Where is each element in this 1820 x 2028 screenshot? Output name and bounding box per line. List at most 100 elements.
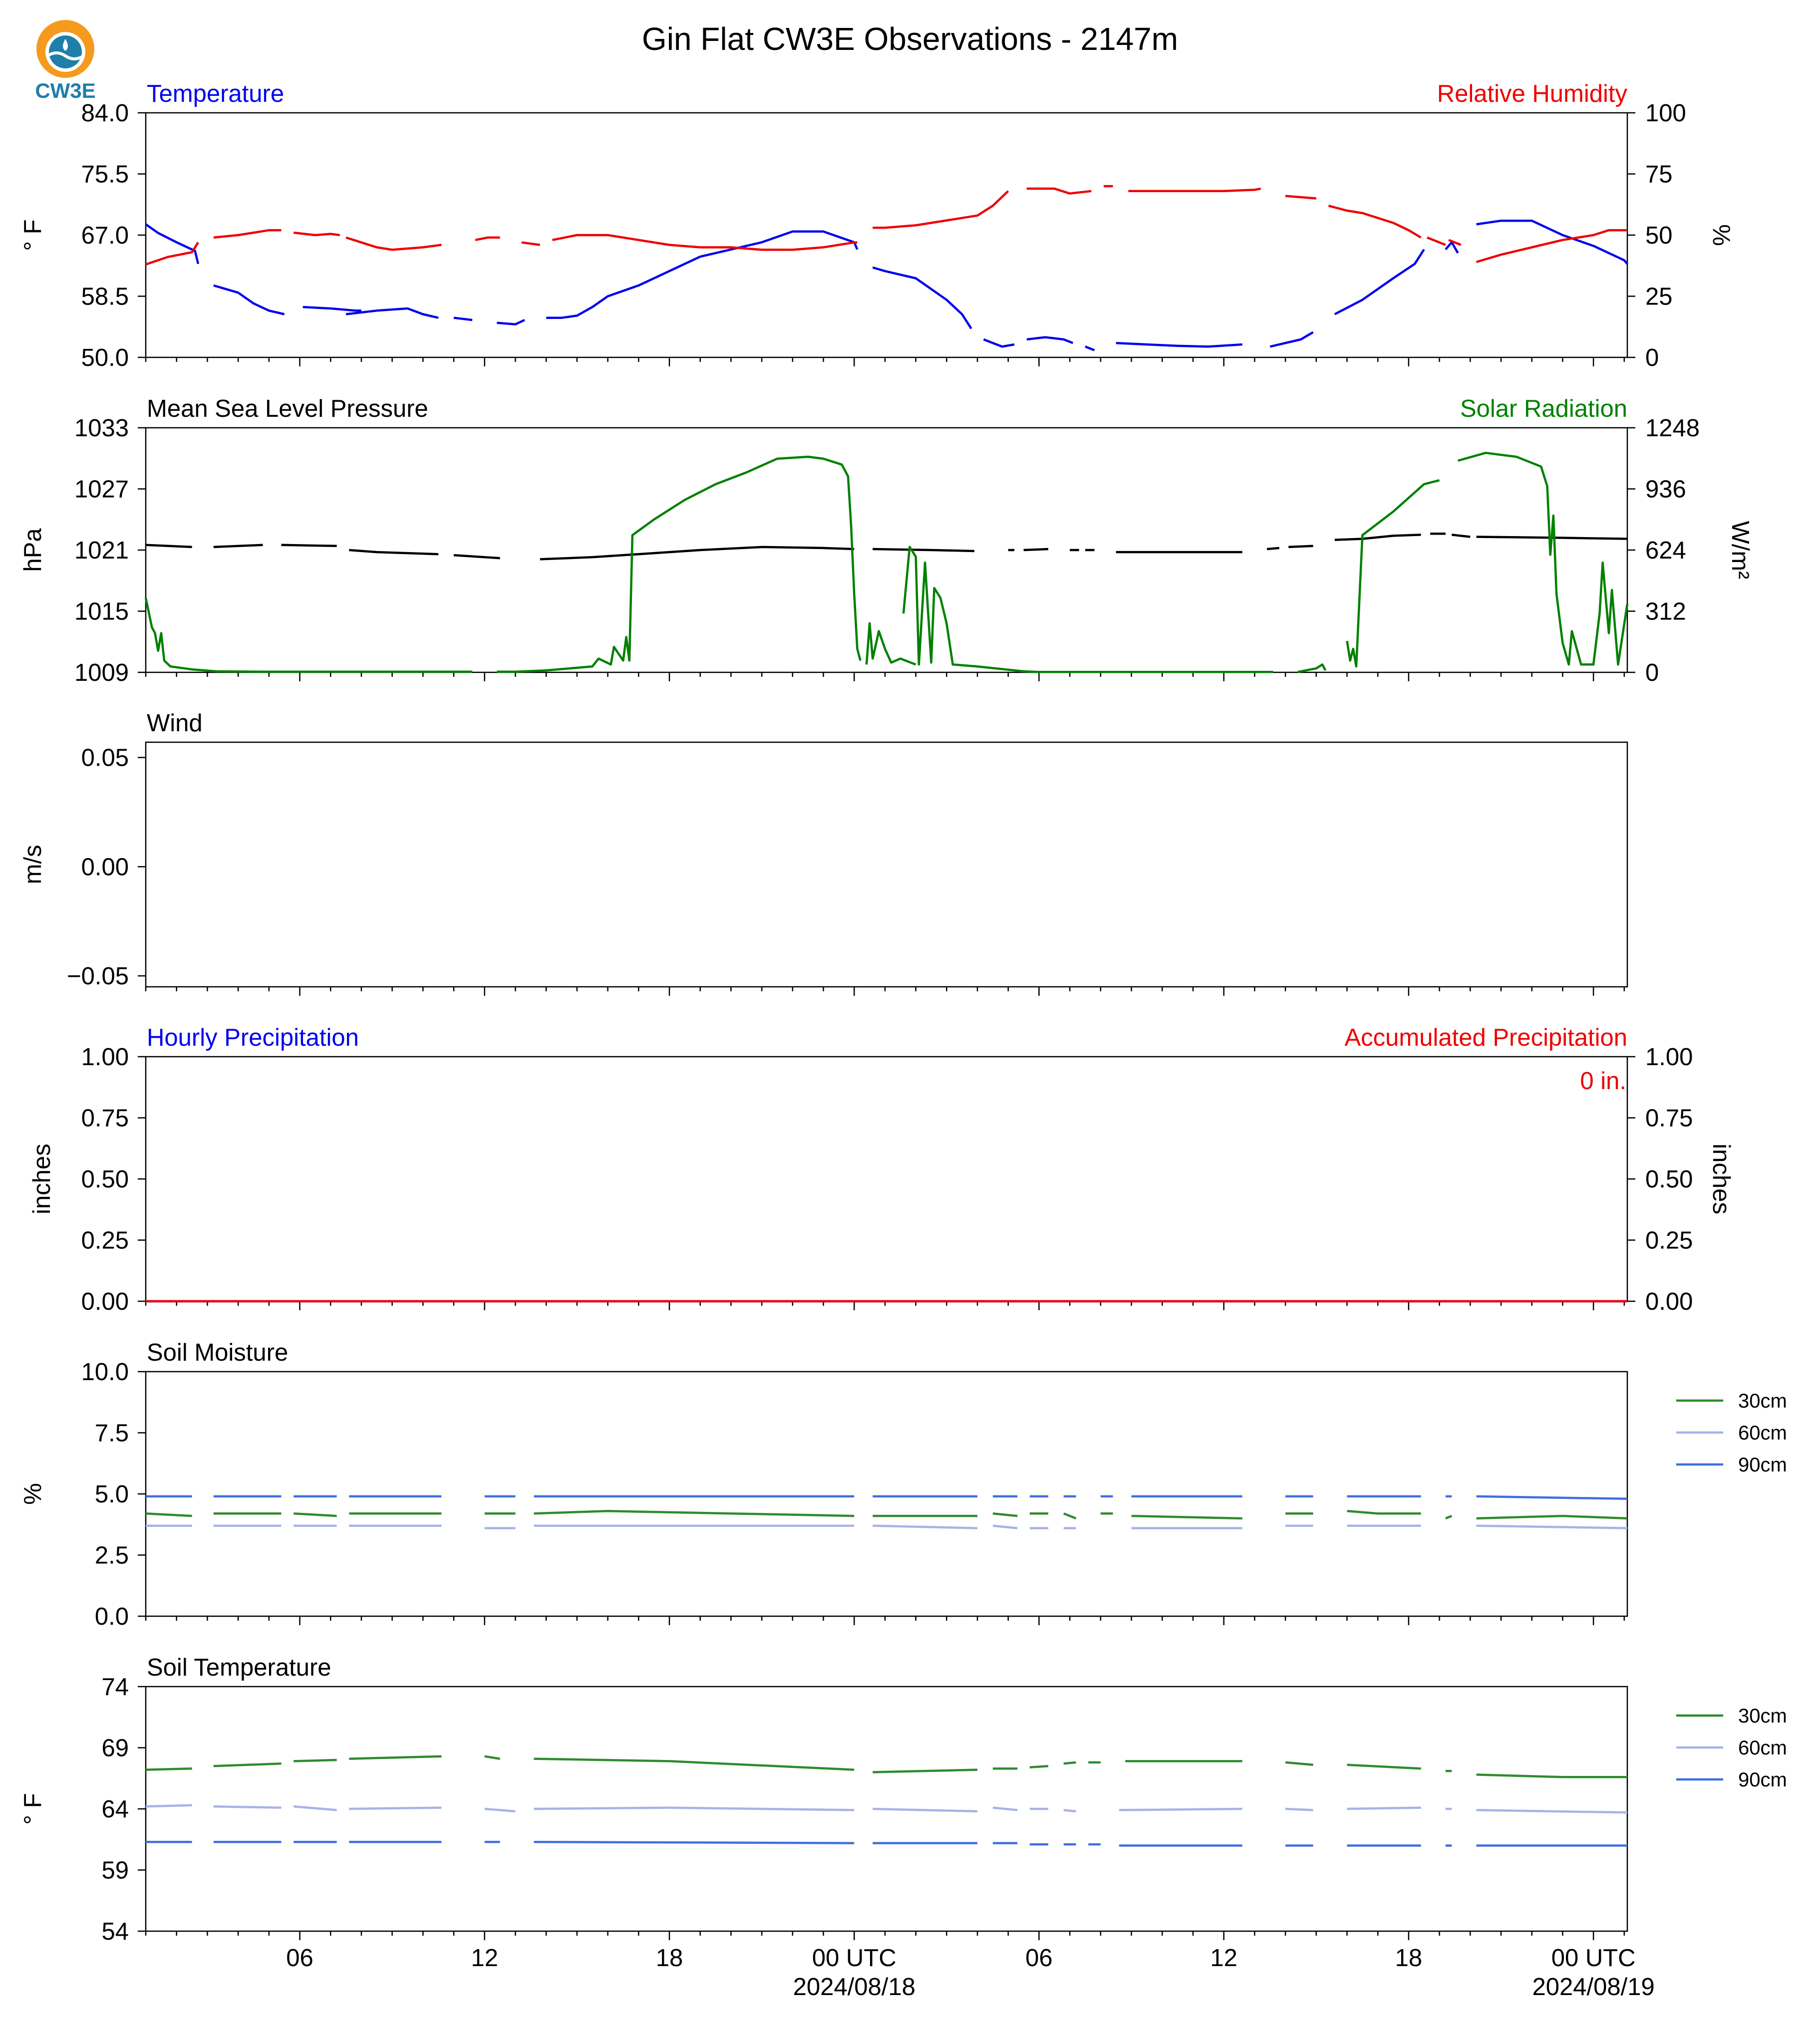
series-line-segment xyxy=(1476,229,1627,264)
y-axis-label: ° F xyxy=(19,219,46,251)
series-line-segment xyxy=(873,1768,978,1773)
series-line-segment xyxy=(1476,536,1628,540)
y-tick-label: 59 xyxy=(101,1857,129,1884)
series-line-segment xyxy=(1131,1514,1242,1520)
series-line-segment xyxy=(349,1806,442,1810)
y-right-tick-label: 0.00 xyxy=(1645,1288,1693,1315)
y-tick-label: 1021 xyxy=(74,537,129,564)
series-line-segment xyxy=(873,1807,978,1813)
series-line-segment xyxy=(992,1512,1018,1517)
series-line-segment xyxy=(1285,195,1316,200)
accumulated-total-label: 0 in. xyxy=(1580,1068,1626,1095)
y-tick-label: 74 xyxy=(101,1674,129,1701)
y-right-axis-label: % xyxy=(1708,224,1735,246)
panel-title: Soil Moisture xyxy=(147,1339,288,1366)
series-line-segment xyxy=(534,1510,855,1517)
panel-title: Wind xyxy=(147,710,203,737)
legend-label: 30cm xyxy=(1738,1705,1787,1727)
legend-label: 60cm xyxy=(1738,1737,1787,1759)
y-tick-label: 54 xyxy=(101,1918,129,1945)
series-line-segment xyxy=(1346,479,1440,668)
y-right-tick-label: 0 xyxy=(1645,659,1659,686)
y-right-tick-label: 624 xyxy=(1645,537,1686,564)
y-tick-label: 1015 xyxy=(74,598,129,625)
series-90cm xyxy=(146,1495,1628,1500)
y-right-tick-label: 25 xyxy=(1645,284,1673,310)
series-line-segment xyxy=(145,1512,192,1517)
series-line-segment xyxy=(552,234,858,251)
panel-right-title: Accumulated Precipitation xyxy=(1344,1024,1627,1051)
series-line-segment xyxy=(1026,187,1092,195)
series-line-segment xyxy=(1288,545,1313,549)
series-line-segment xyxy=(294,1758,337,1762)
series-line-segment xyxy=(1063,1809,1076,1813)
series-line-segment xyxy=(1128,187,1261,193)
series-line-segment xyxy=(475,236,500,242)
series-line-segment xyxy=(873,190,1009,229)
x-tick-label: 12 xyxy=(471,1945,498,1972)
series-line-segment xyxy=(1445,1515,1453,1520)
x-tick-label: 00 UTC xyxy=(812,1945,897,1972)
series-line-segment xyxy=(534,1806,855,1811)
y-tick-label: 0.00 xyxy=(81,1288,129,1315)
y-tick-label: 0.75 xyxy=(81,1105,129,1132)
y-right-tick-label: 0.75 xyxy=(1645,1105,1693,1132)
series-line-segment xyxy=(1266,547,1279,551)
legend-label: 90cm xyxy=(1738,1769,1787,1791)
series-line-segment xyxy=(1285,1761,1313,1766)
logo-raindrop-icon xyxy=(63,39,68,51)
series-line-segment xyxy=(281,544,337,548)
legend: 30cm 60cm 90cm xyxy=(1676,1705,1787,1791)
y-tick-label: 67.0 xyxy=(81,222,129,249)
y-right-axis-label: W/m² xyxy=(1727,521,1754,579)
series-line-segment xyxy=(1476,1495,1628,1500)
series-line-segment xyxy=(145,1804,192,1808)
series-line-segment xyxy=(1023,548,1049,552)
panel-title: Temperature xyxy=(147,80,284,107)
series-line-segment xyxy=(294,1805,337,1811)
y-axis-label: m/s xyxy=(19,845,46,884)
series-line-segment xyxy=(1026,336,1074,344)
y-axis-label: hPa xyxy=(19,528,46,572)
y-tick-label: 58.5 xyxy=(81,284,129,310)
y-right-tick-label: 0.25 xyxy=(1645,1227,1693,1254)
series-line-segment xyxy=(484,1807,516,1813)
series-line-segment xyxy=(902,546,1273,673)
y-right-tick-label: 312 xyxy=(1645,598,1686,625)
y-tick-label: 2.5 xyxy=(95,1542,129,1569)
y-tick-label: 0.00 xyxy=(81,854,129,880)
series-line-segment xyxy=(213,1805,282,1809)
y-tick-label: 1009 xyxy=(74,659,129,686)
series-line-segment xyxy=(1476,1809,1628,1814)
y-tick-label: 1027 xyxy=(74,476,129,503)
series-line-segment xyxy=(1334,249,1425,315)
series-line-segment xyxy=(983,338,1015,348)
series-line-segment xyxy=(1427,236,1446,246)
y-tick-label: 69 xyxy=(101,1735,129,1762)
x-tick-label: 00 UTC xyxy=(1551,1945,1636,1972)
series-line-segment xyxy=(992,1806,1018,1811)
y-right-tick-label: 936 xyxy=(1645,476,1686,503)
legend-label: 30cm xyxy=(1738,1390,1787,1412)
y-tick-label: 0.0 xyxy=(95,1603,129,1630)
y-right-tick-label: 50 xyxy=(1645,222,1673,249)
y-tick-label: 0.05 xyxy=(81,745,129,772)
series-line-segment xyxy=(349,1755,442,1760)
series-line-segment xyxy=(1476,219,1628,265)
panels: Temperature Relative Humidity 84.0 75.5 67.0… xyxy=(19,80,1787,2001)
series-line-segment xyxy=(1285,1807,1313,1811)
series-line-segment xyxy=(1448,239,1462,246)
plot-frame xyxy=(145,1056,1628,1302)
series-line-segment xyxy=(1085,345,1095,351)
series-line-segment xyxy=(213,229,282,239)
y-right-axis-label: inches xyxy=(1708,1144,1735,1214)
panel-temperature: Temperature Relative Humidity 84.0 75.5 67.0… xyxy=(19,80,1735,371)
plot-frame xyxy=(145,741,1628,988)
series-30cm xyxy=(145,1510,1628,1520)
x-tick-label: 06 xyxy=(286,1945,313,1972)
series-30cm xyxy=(145,1755,1627,1778)
y-tick-label: 0.50 xyxy=(81,1166,129,1193)
panel-right-title: Solar Radiation xyxy=(1460,395,1627,422)
logo-wave-icon xyxy=(46,51,84,60)
series-line-segment xyxy=(1347,1510,1421,1515)
